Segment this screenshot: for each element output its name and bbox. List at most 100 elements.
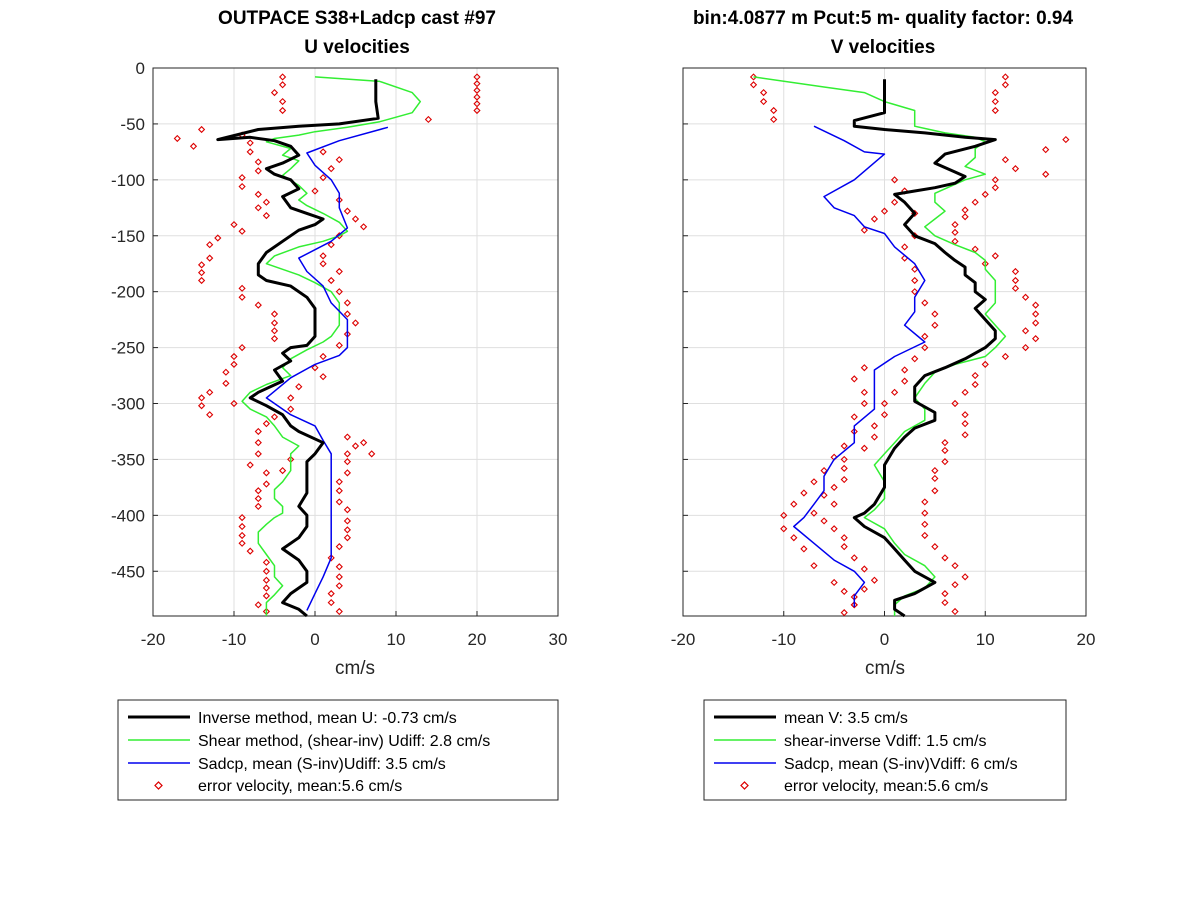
u-error-velocity-point — [254, 167, 262, 175]
v-error-velocity-point — [860, 565, 868, 573]
u-error-velocity-point — [238, 539, 246, 547]
v-error-velocity-point — [820, 517, 828, 525]
v-error-velocity-point — [1032, 310, 1040, 318]
v-error-velocity-point — [961, 206, 969, 214]
u-error-velocity-point — [262, 480, 271, 488]
u-error-velocity-point — [278, 467, 287, 475]
v-error-velocity-point — [1011, 276, 1020, 285]
u-error-velocity-point — [270, 310, 279, 318]
v-error-velocity-point — [870, 576, 879, 584]
u-error-velocity-point — [206, 254, 214, 262]
v-error-velocity-point — [840, 442, 848, 450]
v-error-velocity-point — [941, 439, 949, 447]
v-error-velocity-point — [961, 388, 969, 396]
v-error-velocity-point — [931, 474, 939, 483]
u-error-velocity-point — [335, 498, 343, 506]
v-error-velocity-point — [951, 581, 959, 589]
u-error-velocity-point — [230, 360, 238, 368]
u-axes-box — [152, 67, 559, 617]
v-error-velocity-point — [890, 388, 899, 396]
v-error-velocity-point — [810, 562, 818, 570]
u-error-velocity-point — [222, 379, 230, 387]
v-error-velocity-point — [860, 444, 868, 452]
v-error-velocity-point — [850, 593, 858, 601]
v-error-velocity-point — [850, 554, 858, 562]
v-error-velocity-point — [840, 534, 848, 542]
u-error-velocity-point — [197, 276, 206, 285]
v-error-velocity-point — [961, 431, 969, 439]
v-error-velocity-point — [749, 73, 758, 81]
u-error-velocity-point — [254, 450, 262, 458]
u-y-tick-label: -450 — [111, 562, 145, 581]
v-error-velocity-point — [850, 601, 858, 609]
v-error-velocity-point — [1001, 352, 1010, 361]
u-error-velocity-point — [254, 204, 262, 212]
v-ticks: -20 -10 0 10 20 — [671, 67, 1095, 649]
u-error-velocity-point — [473, 93, 481, 101]
u-error-velocity-point — [327, 165, 335, 173]
u-x-tick-label: 0 — [310, 630, 319, 649]
u-error-velocity-point — [262, 420, 271, 428]
u-y-tick-label: -150 — [111, 227, 145, 246]
u-error-velocity-point — [270, 88, 279, 97]
u-error-velocity-point — [230, 220, 238, 229]
v-x-tick-label: 10 — [976, 630, 995, 649]
u-error-velocity-point — [319, 260, 327, 268]
u-error-velocity-point — [311, 364, 319, 372]
u-error-velocity-point — [335, 543, 343, 551]
u-error-velocity-point — [246, 148, 254, 156]
u-error-velocity-point — [246, 547, 254, 555]
v-error-velocity-point — [840, 464, 848, 472]
u-velocity-panel: OUTPACE S38+Ladcp cast #97 U velocities … — [111, 8, 568, 801]
v-error-velocity-point — [840, 587, 848, 596]
v-error-velocity-point — [931, 321, 939, 329]
u-error-velocity-point — [327, 241, 335, 249]
v-velocity-panel: bin:4.0877 m Pcut:5 m- quality factor: 0… — [671, 8, 1095, 801]
u-error-velocity-point — [238, 293, 246, 301]
v-error-velocity-point — [971, 380, 979, 389]
u-error-velocity-point — [222, 368, 230, 376]
v-error-velocity-point — [830, 525, 838, 533]
u-error-velocity-point — [335, 267, 343, 276]
v-error-velocity-point — [1032, 319, 1040, 327]
v-error-velocity-point — [921, 509, 929, 517]
u-x-tick-label: 30 — [549, 630, 568, 649]
v-error-velocity-point — [961, 411, 969, 419]
u-y-tick-label: -300 — [111, 395, 145, 414]
v-error-velocity-point — [951, 562, 959, 570]
u-error-velocity-point — [335, 196, 343, 204]
v-legend-label-mean: mean V: 3.5 cm/s — [784, 710, 908, 727]
u-error-velocity-point — [238, 513, 246, 522]
v-error-velocity-point — [840, 455, 848, 464]
v-error-velocity-point — [941, 590, 949, 598]
u-x-tick-label: 20 — [468, 630, 487, 649]
v-error-velocity-point — [860, 226, 868, 234]
u-error-velocity-point — [319, 352, 327, 361]
v-error-velocity-point — [981, 260, 989, 268]
v-error-velocity-point — [770, 106, 778, 115]
u-error-velocity-point — [262, 469, 271, 477]
u-error-velocity-point — [335, 582, 343, 590]
u-error-velocity-point — [262, 212, 271, 220]
v-legend-label-error: error velocity, mean:5.6 cm/s — [784, 778, 988, 795]
v-error-velocity-point — [971, 198, 979, 206]
u-error-velocity-point — [230, 352, 238, 361]
u-error-velocity-point — [246, 461, 254, 469]
u-error-velocity-point — [473, 100, 481, 108]
u-error-velocity-point — [335, 573, 343, 581]
v-error-velocity-point — [981, 360, 989, 368]
u-error-velocity-point — [254, 601, 262, 609]
v-error-velocity-point — [951, 399, 959, 408]
u-legend-label-error: error velocity, mean:5.6 cm/s — [198, 778, 402, 795]
u-legend-label-inverse: Inverse method, mean U: -0.73 cm/s — [198, 710, 457, 727]
u-shear-line — [241, 76, 422, 616]
u-error-velocity-point — [238, 182, 246, 191]
v-legend-label-sadcp: Sadcp, mean (S-inv)Vdiff: 6 cm/s — [784, 756, 1018, 773]
u-error-velocity-point — [343, 506, 352, 514]
v-error-velocity-point — [951, 237, 959, 245]
u-panel-title: OUTPACE S38+Ladcp cast #97 — [218, 8, 496, 29]
u-legend-swatch-error — [154, 781, 163, 790]
u-error-velocity-point — [254, 494, 262, 503]
u-error-velocity-point — [262, 576, 271, 584]
u-x-tick-label: -20 — [141, 630, 166, 649]
